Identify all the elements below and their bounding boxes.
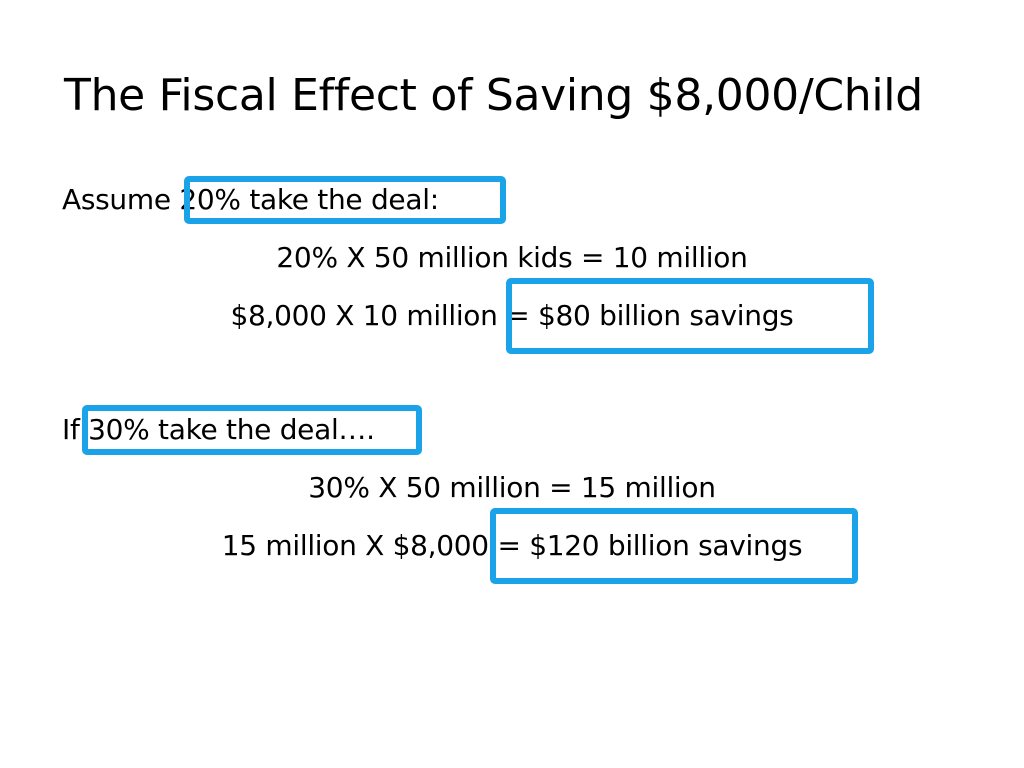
slide-title: The Fiscal Effect of Saving $8,000/Child <box>64 70 923 121</box>
scenario-2-premise: 30% take the deal…. <box>88 413 375 446</box>
scenario-1-intro-line: Assume 20% take the deal: <box>62 180 439 220</box>
scenario-2-result-highlight <box>490 508 858 584</box>
scenario-2-premise-highlight <box>82 405 422 455</box>
scenario-2-calc-1: 30% X 50 million = 15 million <box>308 471 716 504</box>
scenario-2-calc-2-result: = $120 billion savings <box>497 529 803 562</box>
scenario-1-calc-2: $8,000 X 10 million = $80 billion saving… <box>0 296 1024 336</box>
scenario-1-calc-2-result: = $80 billion savings <box>506 299 794 332</box>
scenario-1-result-highlight <box>506 278 874 354</box>
scenario-2-intro-line: If 30% take the deal…. <box>62 410 375 450</box>
scenario-1-premise-highlight <box>184 176 506 224</box>
scenario-2-calc-2-lhs: 15 million X $8,000 <box>221 529 489 562</box>
scenario-1-premise: 20% take the deal: <box>179 183 439 216</box>
scenario-1-lead: Assume <box>62 183 171 216</box>
scenario-1-calc-1: 20% X 50 million kids = 10 million <box>276 241 748 274</box>
scenario-1-calc-2-lhs: $8,000 X 10 million <box>230 299 498 332</box>
scenario-2-calc-2: 15 million X $8,000 = $120 billion savin… <box>0 526 1024 566</box>
scenario-2-lead: If <box>62 413 80 446</box>
